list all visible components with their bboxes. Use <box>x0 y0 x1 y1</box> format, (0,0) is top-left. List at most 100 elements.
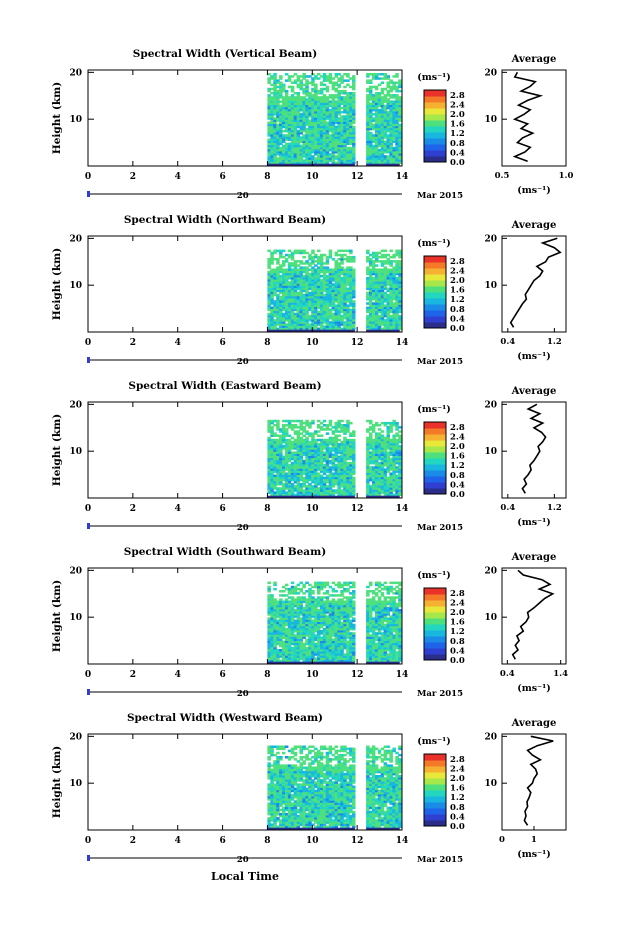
heatmap-cell <box>273 464 277 467</box>
heatmap-cell <box>346 289 350 293</box>
heatmap-cell <box>374 111 379 114</box>
heatmap-cell <box>343 480 347 484</box>
heatmap-cell <box>395 249 399 253</box>
heatmap-cell <box>296 100 301 103</box>
heatmap-cell <box>371 157 376 160</box>
heatmap-cell <box>386 489 390 492</box>
heatmap-cell <box>299 295 303 299</box>
heatmap-cell <box>398 325 402 328</box>
heatmap-cell <box>319 655 324 658</box>
heatmap-cell <box>302 443 306 446</box>
heatmap-cell <box>305 625 309 629</box>
heatmap-cell <box>346 283 350 286</box>
heatmap-cell <box>276 468 280 471</box>
heatmap-cell <box>337 321 341 324</box>
heatmap-cell <box>299 148 303 152</box>
heatmap-cell <box>267 140 271 143</box>
heatmap-cell <box>371 459 376 463</box>
heatmap-cell <box>282 323 286 326</box>
heatmap-cell <box>267 451 271 454</box>
heatmap-cell <box>349 483 353 486</box>
heatmap-cell <box>284 285 289 288</box>
heatmap-cell <box>325 470 330 473</box>
heatmap-cell <box>337 657 341 660</box>
heatmap-cell <box>293 485 298 488</box>
heatmap-cell <box>352 153 356 156</box>
heatmap-cell <box>319 136 324 139</box>
heatmap-cell <box>282 317 286 320</box>
heatmap-cell <box>352 285 356 288</box>
heatmap-cell <box>305 306 309 309</box>
heatmap-cell <box>290 293 295 297</box>
heatmap-cell <box>337 653 341 656</box>
heatmap-cell <box>340 249 344 253</box>
heatmap-cell <box>282 140 286 143</box>
heatmap-cell <box>395 253 399 257</box>
heatmap-cell <box>369 306 373 309</box>
heatmap-cell <box>343 92 347 95</box>
heatmap-cell <box>270 281 274 284</box>
heatmap-cell <box>299 287 303 290</box>
heatmap-cell <box>380 287 385 290</box>
heatmap-cell <box>314 132 318 135</box>
heatmap-cell <box>282 136 286 139</box>
heatmap-cell <box>386 306 390 309</box>
heatmap-cell <box>299 266 303 269</box>
heatmap-cell <box>331 440 336 444</box>
heatmap-cell <box>374 289 379 293</box>
heatmap-cell <box>366 468 370 471</box>
heatmap-cell <box>352 268 356 271</box>
heatmap-cell <box>290 251 295 255</box>
heatmap-cell <box>322 298 327 301</box>
heatmap-cell <box>328 634 333 637</box>
heatmap-cell <box>349 468 353 471</box>
heatmap-cell <box>305 272 309 276</box>
heatmap-cell <box>284 253 289 257</box>
heatmap-cell <box>366 100 370 103</box>
heatmap-cell <box>287 102 292 105</box>
heatmap-cell <box>337 85 341 89</box>
heatmap-cell <box>337 100 341 103</box>
heatmap-cell <box>317 289 321 293</box>
heatmap-cell <box>322 470 327 473</box>
heatmap-cell <box>337 83 341 87</box>
heatmap-cell <box>389 487 393 490</box>
heatmap-cell <box>308 619 312 622</box>
heatmap-cell <box>302 646 306 650</box>
heatmap-cell <box>340 453 344 456</box>
heatmap-cell <box>334 657 338 660</box>
heatmap-cell <box>293 270 298 274</box>
heatmap-cell <box>325 155 330 158</box>
heatmap-cell <box>377 483 382 486</box>
heatmap-cell <box>352 493 356 497</box>
heatmap-cell <box>346 428 350 431</box>
heatmap-cell <box>267 319 271 322</box>
heatmap-cell <box>270 161 274 165</box>
heatmap-cell <box>302 440 306 444</box>
heatmap-cell <box>343 153 347 156</box>
heatmap-cell <box>369 457 373 461</box>
heatmap-cell <box>392 487 396 490</box>
heatmap-cell <box>308 148 312 152</box>
heatmap-cell <box>334 438 338 442</box>
heatmap-cell <box>352 478 356 482</box>
heatmap-cell <box>337 474 341 478</box>
heatmap-cell <box>314 75 318 78</box>
heatmap-cell <box>334 470 338 473</box>
heatmap-cell <box>380 285 385 288</box>
heatmap-cell <box>311 140 315 143</box>
heatmap-cell <box>352 468 356 471</box>
heatmap-cell <box>284 617 289 620</box>
heatmap-cell <box>276 632 280 635</box>
heatmap-cell <box>374 151 379 154</box>
heatmap-cell <box>311 485 315 488</box>
colorbar-swatch <box>424 274 446 281</box>
heatmap-cell <box>308 142 312 146</box>
heatmap-cell <box>296 77 301 80</box>
heatmap-cell <box>346 136 350 139</box>
heatmap-cell <box>346 148 350 152</box>
heatmap-cell <box>349 443 353 446</box>
heatmap-cell <box>317 625 321 629</box>
heatmap-cell <box>395 281 399 284</box>
heatmap-cell <box>299 487 303 490</box>
